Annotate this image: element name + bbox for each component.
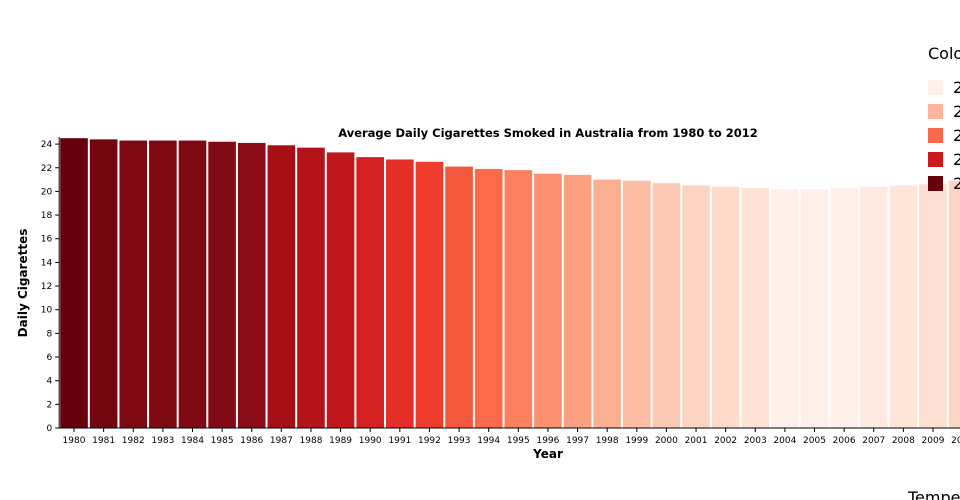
x-tick-label: 1987 xyxy=(270,436,293,446)
x-tick-label: 1995 xyxy=(507,436,530,446)
bar xyxy=(771,189,799,428)
y-tick-label: 24 xyxy=(41,140,53,150)
y-tick-label: 2 xyxy=(46,400,52,410)
x-tick-label: 1980 xyxy=(63,436,86,446)
x-tick-label: 2008 xyxy=(892,436,915,446)
y-tick-label: 12 xyxy=(41,282,52,292)
bar xyxy=(504,170,533,428)
x-tick-label: 1997 xyxy=(566,436,589,446)
bar xyxy=(89,139,118,429)
bar xyxy=(474,168,503,428)
bar xyxy=(859,186,888,428)
x-tick-label: 2010 xyxy=(951,436,960,446)
y-tick-label: 8 xyxy=(46,329,52,339)
y-tick-label: 14 xyxy=(41,258,53,268)
legend-swatch xyxy=(928,104,943,119)
bar xyxy=(889,185,918,428)
legend-swatch xyxy=(928,152,943,167)
x-tick-label: 2001 xyxy=(685,436,708,446)
bar xyxy=(741,187,770,428)
legend-label: 2 xyxy=(953,102,960,121)
x-tick-label: 2005 xyxy=(803,436,826,446)
x-tick-label: 1999 xyxy=(625,436,648,446)
footer-label: Tempe xyxy=(907,488,960,500)
x-tick-label: 2000 xyxy=(655,436,678,446)
x-tick-label: 1985 xyxy=(211,436,234,446)
x-tick-label: 2003 xyxy=(744,436,767,446)
x-tick-label: 1989 xyxy=(329,436,352,446)
y-tick-label: 0 xyxy=(46,424,52,434)
x-tick-label: 1994 xyxy=(477,436,500,446)
y-tick-label: 4 xyxy=(46,377,52,387)
legend-label: 2 xyxy=(953,126,960,145)
bar xyxy=(237,142,266,429)
x-tick-label: 2002 xyxy=(714,436,737,446)
x-tick-label: 1981 xyxy=(92,436,115,446)
bar xyxy=(830,187,858,428)
bar xyxy=(297,147,325,428)
bar xyxy=(178,140,207,429)
x-tick-label: 2009 xyxy=(922,436,945,446)
x-tick-label: 1984 xyxy=(181,436,204,446)
bar xyxy=(415,161,444,428)
legend-swatch xyxy=(928,80,943,95)
y-tick-label: 6 xyxy=(46,353,52,363)
x-tick-label: 1991 xyxy=(388,436,411,446)
x-tick-label: 1988 xyxy=(300,436,323,446)
bar xyxy=(563,174,592,428)
bar xyxy=(208,141,236,429)
x-tick-label: 1986 xyxy=(240,436,263,446)
y-tick-label: 20 xyxy=(41,187,53,197)
x-tick-label: 1990 xyxy=(359,436,382,446)
bar xyxy=(711,186,740,428)
bar xyxy=(800,189,829,428)
x-tick-label: 2006 xyxy=(833,436,856,446)
bar xyxy=(149,140,177,429)
bar xyxy=(682,185,710,428)
bar xyxy=(326,152,355,428)
legend-title: Colo xyxy=(928,44,960,63)
bar xyxy=(919,184,947,428)
bar xyxy=(593,179,621,428)
x-tick-label: 1993 xyxy=(448,436,471,446)
bar xyxy=(948,180,960,428)
bar xyxy=(60,138,88,428)
x-tick-label: 2007 xyxy=(862,436,885,446)
legend-swatch xyxy=(928,128,943,143)
bar xyxy=(119,140,148,429)
y-tick-label: 10 xyxy=(41,306,53,316)
bar xyxy=(386,159,414,428)
x-tick-label: 2004 xyxy=(773,436,796,446)
x-tick-label: 1983 xyxy=(151,436,174,446)
legend-label: 2 xyxy=(953,174,960,193)
x-tick-label: 1982 xyxy=(122,436,145,446)
bar xyxy=(267,145,296,428)
bar xyxy=(445,166,473,428)
bar xyxy=(356,157,385,429)
y-tick-label: 18 xyxy=(41,211,53,221)
legend-label: 2 xyxy=(953,78,960,97)
bar xyxy=(622,180,651,428)
x-tick-label: 1998 xyxy=(596,436,619,446)
y-axis-title: Daily Cigarettes xyxy=(16,229,30,338)
bar xyxy=(652,183,681,428)
chart-title: Average Daily Cigarettes Smoked in Austr… xyxy=(338,126,758,140)
x-axis-title: Year xyxy=(532,447,563,461)
x-tick-label: 1992 xyxy=(418,436,441,446)
x-tick-label: 1996 xyxy=(536,436,559,446)
legend-swatch xyxy=(928,176,943,191)
y-tick-label: 16 xyxy=(41,235,53,245)
bar xyxy=(534,173,562,428)
legend-label: 2 xyxy=(953,150,960,169)
y-tick-label: 22 xyxy=(41,164,52,174)
